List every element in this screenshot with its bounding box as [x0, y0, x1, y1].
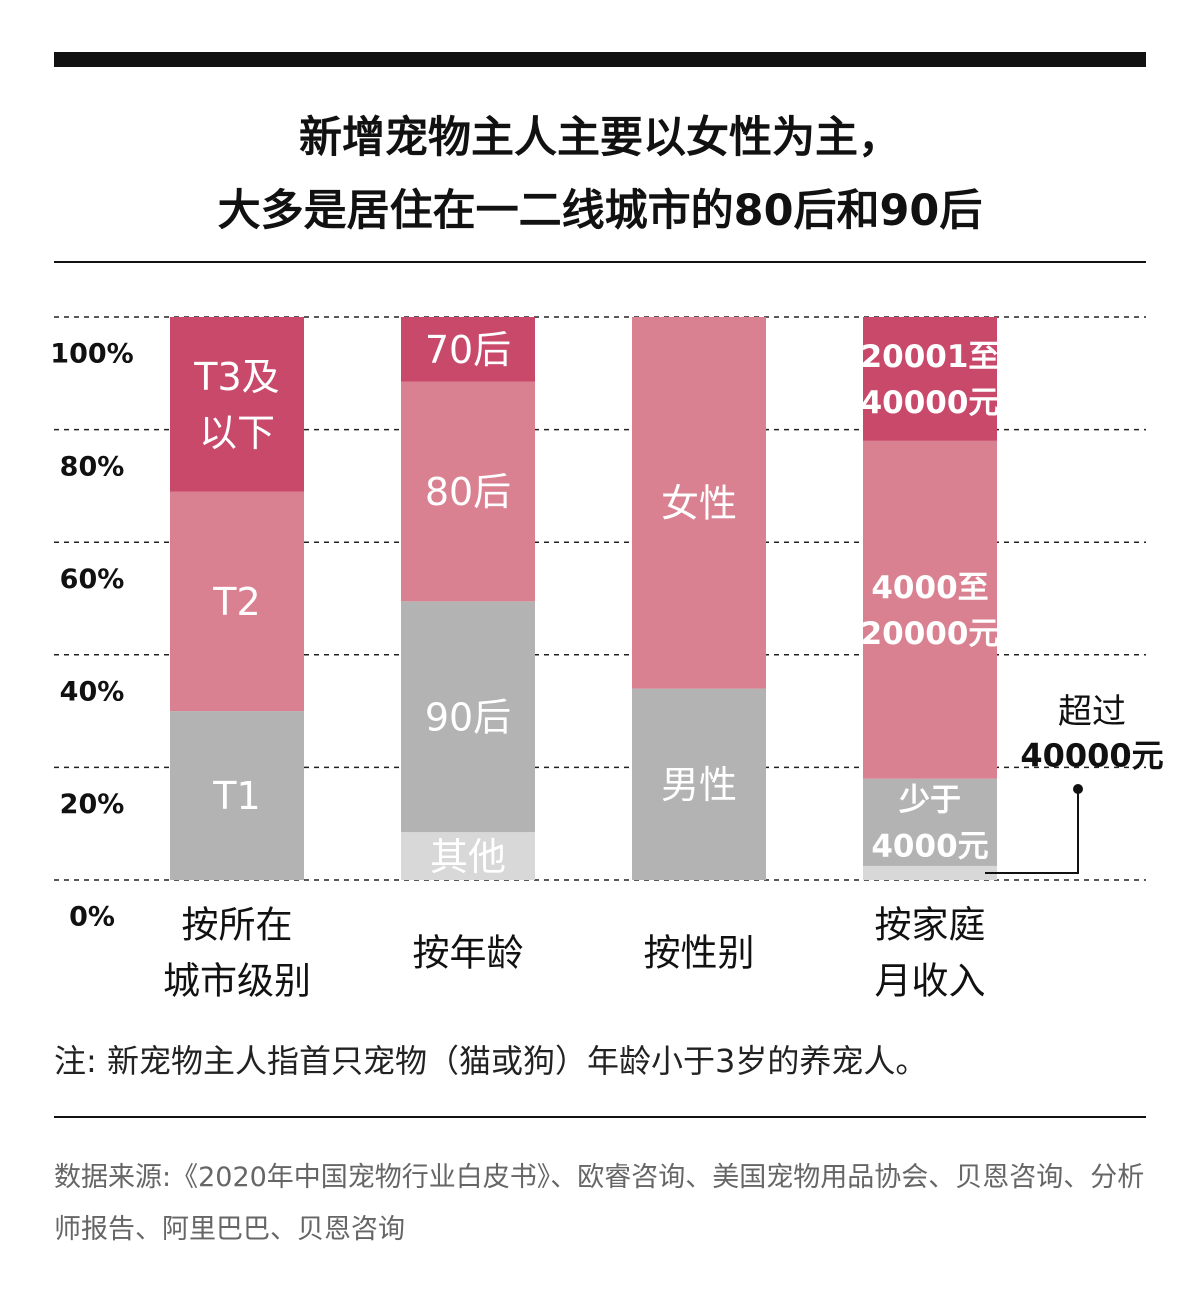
bar-segment [863, 317, 997, 441]
y-tick-label: 40% [60, 677, 125, 708]
y-tick-label: 60% [60, 564, 125, 595]
annotation-label-line-1: 超过 [1058, 692, 1126, 732]
bar-segment [401, 601, 535, 833]
segment-label: 80后 [425, 470, 511, 514]
bar-segment [863, 865, 997, 880]
bar-segment [863, 778, 997, 866]
segment-label: 其他 [430, 835, 506, 879]
segment-label: 70后 [425, 328, 511, 372]
top-bar [54, 52, 1146, 67]
y-tick-label: 20% [60, 789, 125, 820]
bar-segment [401, 381, 535, 602]
segment-label: T3及以下 [193, 355, 279, 455]
title-divider [54, 261, 1146, 263]
category-label: 按所在城市级别 [163, 903, 311, 1002]
chart-title-line-1: 新增宠物主人主要以女性为主， [299, 113, 901, 163]
y-tick-label: 0% [69, 902, 115, 933]
bar-segment [863, 440, 997, 779]
segment-label: 20001至 40000元 [861, 339, 1000, 421]
segment-label: 女性 [661, 481, 737, 525]
annotation-label-line-2: 40000元 [1020, 737, 1163, 775]
segment-label: T2 [212, 580, 260, 624]
segment-label: 男性 [661, 763, 737, 807]
chart-title-line-2: 大多是居住在一二线城市的80后和90后 [217, 186, 983, 236]
bar-segment [401, 317, 535, 382]
category-label: 按年龄 [413, 931, 524, 974]
segment-label: 90后 [425, 695, 511, 739]
bar-segment [170, 317, 304, 492]
callout-line [985, 789, 1079, 874]
segment-label: 4000至 20000元 [861, 570, 1000, 652]
category-label: 按性别 [644, 931, 755, 974]
bar-segment [401, 832, 535, 880]
bar-segment [632, 688, 766, 880]
y-tick-label: 100% [50, 339, 133, 370]
source-divider [54, 1116, 1146, 1118]
bar-segment [632, 317, 766, 689]
bar-segment [170, 491, 304, 712]
segment-label: 少于 4000元 [871, 782, 988, 864]
category-label: 按家庭月收入 [875, 903, 986, 1002]
callout-dot [1073, 784, 1083, 794]
data-source: 数据来源:《2020年中国宠物行业白皮书》、欧睿咨询、美国宠物用品协会、贝恩咨询… [54, 1162, 1145, 1245]
bar-segment [170, 711, 304, 880]
footnote: 注: 新宠物主人指首只宠物（猫或狗）年龄小于3岁的养宠人。 [54, 1042, 928, 1080]
y-tick-label: 80% [60, 451, 125, 482]
segment-label: T1 [212, 774, 260, 818]
